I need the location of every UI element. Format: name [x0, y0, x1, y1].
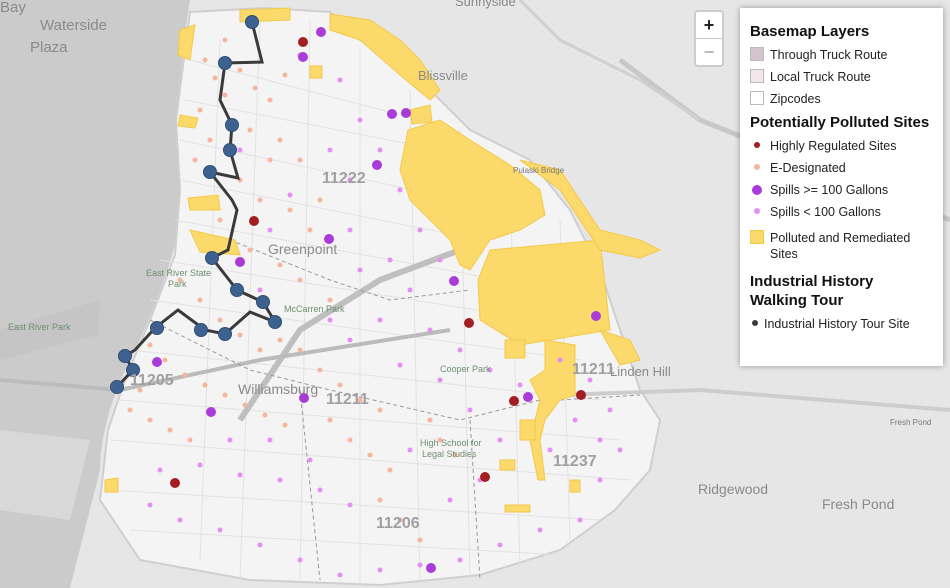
label-zip-11222: 11222 [322, 170, 366, 187]
label-pulaski-bridge: Pulaski Bridge [513, 166, 565, 175]
label-sunnyside: Sunnyside [455, 0, 516, 9]
label-greenpoint: Greenpoint [268, 241, 337, 257]
label-mccarren-park: McCarren Park [284, 304, 345, 314]
small-spill-sites [147, 52, 623, 578]
legend-label: Highly Regulated Sites [770, 139, 897, 153]
regulated-dot-icon [754, 142, 760, 148]
zoom-out-button[interactable]: − [696, 38, 722, 65]
local-truck-swatch [750, 69, 764, 83]
legend-large-spills[interactable]: Spills >= 100 Gallons [750, 182, 933, 198]
legend-label: Zipcodes [770, 92, 821, 106]
large-spill-sites [152, 27, 601, 573]
label-waterside: Waterside [40, 17, 107, 34]
regulated-sites [170, 37, 586, 488]
label-bay: Bay [0, 0, 26, 16]
remediated-swatch [750, 230, 764, 244]
river-shore [0, 300, 100, 360]
label-zip-11211-b: 11211 [572, 361, 615, 378]
legend-e-designated[interactable]: E-Designated [750, 160, 933, 176]
e-designated-sites [127, 37, 458, 543]
label-zip-11205: 11205 [130, 372, 174, 389]
legend-label: E-Designated [770, 161, 846, 175]
legend-label: Local Truck Route [770, 70, 871, 84]
label-plaza: Plaza [30, 39, 68, 56]
remediated-sites [104, 7, 662, 513]
legend-label: Spills < 100 Gallons [770, 205, 881, 219]
label-park: Park [168, 279, 187, 289]
legend-basemap-title: Basemap Layers [750, 23, 870, 40]
zoom-control: + − [694, 10, 724, 67]
label-ridgewood: Ridgewood [698, 481, 768, 497]
tour-dot-icon [752, 320, 758, 326]
label-hs-legal-1: High School for [420, 438, 482, 448]
through-truck-swatch [750, 47, 764, 61]
small-spill-dot-icon [754, 208, 760, 214]
label-cooper-park: Cooper Park [440, 364, 491, 374]
legend-tour-site[interactable]: Industrial History Tour Site [750, 316, 933, 332]
legend-panel: Basemap Layers Through Truck Route Local… [740, 8, 943, 366]
zip-boundaries [149, 239, 641, 581]
e-designated-dot-icon [754, 164, 760, 170]
label-williamsburg: Williamsburg [238, 381, 318, 397]
large-spill-dot-icon [752, 185, 762, 195]
label-fresh-pond: Fresh Pond [822, 496, 894, 512]
legend-remediated[interactable]: Polluted and Remediated Sites [750, 230, 933, 262]
legend-small-spills[interactable]: Spills < 100 Gallons [750, 204, 933, 220]
zipcode-swatch [750, 91, 764, 105]
legend-label: Industrial History Tour Site [764, 317, 910, 331]
label-hs-legal-2: Legal Studies [422, 449, 477, 459]
label-zip-11237: 11237 [553, 453, 597, 470]
label-zip-11211-a: 11211 [326, 391, 369, 408]
walking-tour-sites[interactable] [110, 15, 282, 394]
legend-label: Polluted and Remediated Sites [770, 231, 911, 261]
label-blissville: Blissville [418, 68, 468, 83]
label-east-river-state: East River State [146, 268, 211, 278]
label-fresh-pond-road: Fresh Pond [890, 418, 931, 427]
label-zip-11206: 11206 [376, 515, 420, 532]
legend-label: Spills >= 100 Gallons [770, 183, 889, 197]
label-east-river-park: East River Park [8, 322, 71, 332]
legend-local-truck-route[interactable]: Local Truck Route [750, 69, 933, 85]
legend-label: Through Truck Route [770, 48, 888, 62]
legend-zipcodes[interactable]: Zipcodes [750, 91, 933, 107]
map-labels: Waterside Plaza Bay Sunnyside Blissville… [0, 0, 931, 532]
legend-regulated[interactable]: Highly Regulated Sites [750, 138, 933, 154]
legend-tour-title: Industrial History Walking Tour [750, 273, 874, 309]
navy-yard-land [0, 430, 90, 520]
legend-through-truck-route[interactable]: Through Truck Route [750, 47, 933, 63]
legend-polluted-title: Potentially Polluted Sites [750, 114, 930, 131]
label-linden-hill: Linden Hill [610, 364, 671, 379]
zoom-in-button[interactable]: + [703, 15, 715, 35]
